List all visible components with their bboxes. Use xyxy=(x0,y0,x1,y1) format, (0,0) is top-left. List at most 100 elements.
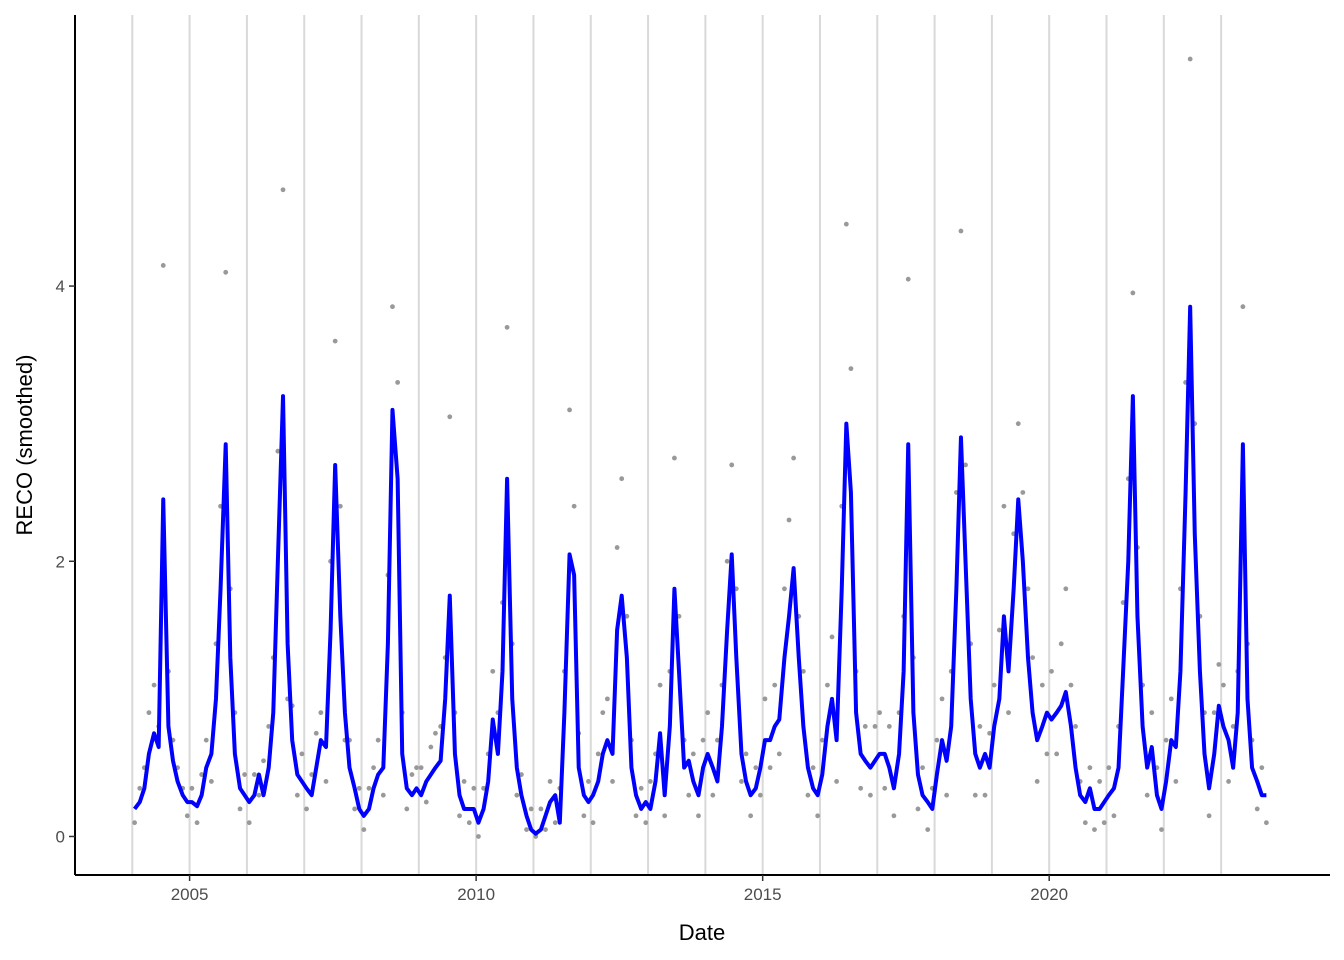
data-point xyxy=(571,503,577,509)
data-point xyxy=(332,338,338,344)
data-point xyxy=(1259,765,1265,771)
data-point xyxy=(862,723,868,729)
smoothed-line xyxy=(133,304,1267,836)
data-point xyxy=(581,813,587,819)
data-point xyxy=(772,682,778,688)
data-point xyxy=(729,462,735,468)
data-point xyxy=(657,682,663,688)
data-point xyxy=(1039,682,1045,688)
data-point xyxy=(996,627,1002,633)
data-point xyxy=(371,765,376,771)
data-point xyxy=(714,737,720,743)
data-point xyxy=(595,751,601,757)
data-point xyxy=(337,503,343,509)
data-point xyxy=(261,758,266,764)
data-point xyxy=(776,751,782,757)
data-point xyxy=(805,792,811,798)
data-point xyxy=(418,765,424,771)
data-point xyxy=(700,737,706,743)
data-point xyxy=(920,765,925,771)
data-point xyxy=(1068,682,1074,688)
data-point xyxy=(724,558,730,564)
data-point xyxy=(705,710,711,716)
data-point xyxy=(203,737,209,743)
data-point xyxy=(1106,765,1112,771)
data-point xyxy=(352,806,358,812)
x-tick-label: 2005 xyxy=(171,885,209,904)
data-point xyxy=(428,744,434,750)
data-point xyxy=(299,751,305,757)
data-point xyxy=(987,730,993,736)
data-point xyxy=(934,737,940,743)
data-point xyxy=(891,813,897,819)
data-point xyxy=(390,304,395,310)
data-point xyxy=(1097,779,1103,784)
data-point xyxy=(810,765,816,771)
data-point xyxy=(991,682,997,688)
data-point xyxy=(1211,710,1217,716)
y-tick-label: 2 xyxy=(56,552,65,571)
data-point xyxy=(1049,668,1054,674)
data-point xyxy=(624,613,630,619)
data-point xyxy=(1058,641,1064,647)
data-point xyxy=(710,792,716,798)
data-point xyxy=(753,765,759,771)
data-point xyxy=(447,414,453,420)
data-point xyxy=(1054,751,1060,757)
data-point xyxy=(280,187,286,193)
data-point xyxy=(543,827,548,832)
data-point xyxy=(643,820,649,826)
data-point xyxy=(600,710,606,716)
data-point xyxy=(757,792,763,798)
data-point xyxy=(686,792,692,798)
data-point xyxy=(905,276,911,282)
data-point xyxy=(614,545,620,550)
data-point xyxy=(1087,765,1093,771)
data-point xyxy=(939,696,945,702)
data-point xyxy=(514,792,520,798)
data-point xyxy=(552,820,558,826)
data-point xyxy=(538,806,544,812)
data-point xyxy=(944,792,950,798)
data-point xyxy=(237,806,243,812)
data-point xyxy=(160,263,166,268)
data-point xyxy=(132,820,137,826)
data-point xyxy=(877,710,882,716)
data-point xyxy=(858,785,864,791)
data-point xyxy=(476,834,481,839)
data-point xyxy=(1254,806,1260,812)
data-point xyxy=(294,792,300,798)
data-point xyxy=(1130,290,1136,296)
data-point xyxy=(1030,655,1035,660)
x-axis-title: Date xyxy=(679,920,725,945)
data-point xyxy=(323,779,329,784)
data-point xyxy=(1063,586,1069,592)
data-point xyxy=(199,772,205,777)
data-point xyxy=(547,779,553,784)
data-point xyxy=(380,792,386,798)
data-point xyxy=(1073,723,1078,729)
data-point xyxy=(309,772,315,777)
data-point xyxy=(490,668,496,674)
data-point xyxy=(743,751,749,757)
data-point xyxy=(672,455,677,461)
data-point xyxy=(748,813,754,819)
data-point xyxy=(604,696,610,702)
data-point xyxy=(375,737,381,743)
data-point xyxy=(815,813,821,819)
data-point xyxy=(256,792,262,798)
data-point xyxy=(800,668,806,674)
data-point xyxy=(786,517,792,523)
data-point xyxy=(739,779,744,784)
data-point xyxy=(696,813,701,819)
data-point xyxy=(1159,827,1164,832)
data-point xyxy=(481,785,486,791)
data-point xyxy=(868,792,873,798)
data-point xyxy=(194,820,200,826)
data-point xyxy=(610,779,615,784)
data-point xyxy=(1163,737,1169,743)
data-point xyxy=(246,820,252,826)
data-point xyxy=(528,806,534,812)
